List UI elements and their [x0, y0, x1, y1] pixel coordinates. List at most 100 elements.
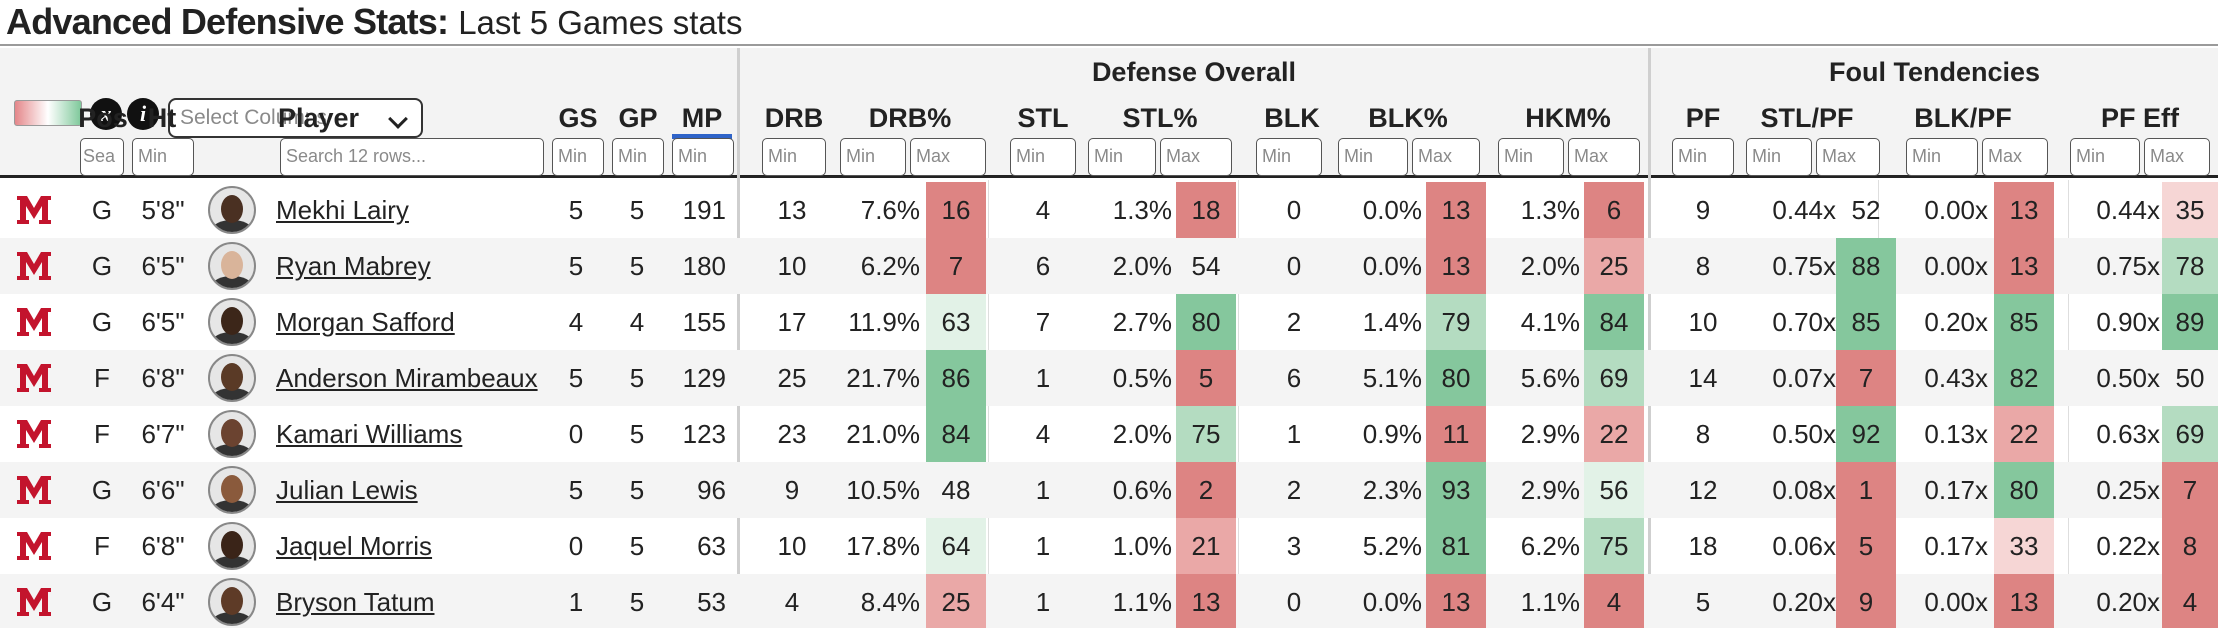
player-name-link[interactable]: Ryan Mabrey [276, 251, 431, 281]
cell-hkm-rank: 56 [1584, 462, 1644, 518]
col-blk[interactable]: BLK [1264, 103, 1320, 133]
col-player[interactable]: Player [278, 103, 360, 133]
cell-blk: 6 [1286, 363, 1302, 393]
player-name-link[interactable]: Anderson Mirambeaux [276, 363, 538, 393]
blk-pf-min-input[interactable]: Min [1906, 138, 1978, 176]
drb-pct-min-input[interactable]: Min [840, 138, 906, 176]
pos-search-input[interactable]: Sea [80, 138, 124, 176]
player-name-link[interactable]: Jaquel Morris [276, 531, 433, 561]
avatar-shoulders [212, 276, 252, 288]
gs-min-input[interactable]: Min [552, 138, 604, 176]
cell-pf: 18 [1688, 531, 1718, 561]
cell-drb-rank: 25 [926, 574, 986, 628]
col-hkm-pct[interactable]: HKM% [1525, 103, 1611, 133]
stl-pct-max-input[interactable]: Max [1160, 138, 1232, 176]
ht-min-input[interactable]: Min [132, 138, 194, 176]
stl-pf-max-input[interactable]: Max [1816, 138, 1880, 176]
cell-gp: 5 [629, 475, 645, 505]
cell-blk-pf: 0.17x [1924, 475, 1988, 505]
cell-drb-pct: 6.2% [860, 251, 920, 281]
player-name-link[interactable]: Mekhi Lairy [276, 195, 409, 225]
col-blk-pct[interactable]: BLK% [1368, 103, 1448, 133]
cell-blk-pf: 0.20x [1924, 307, 1988, 337]
avatar-shoulders [212, 556, 252, 568]
stl-pf-min-input[interactable]: Min [1746, 138, 1812, 176]
gp-min-input[interactable]: Min [612, 138, 664, 176]
cell-stl: 1 [1035, 587, 1051, 617]
col-ht[interactable]: Ht [147, 103, 177, 133]
col-gs[interactable]: GS [558, 103, 598, 133]
cell-stl: 4 [1035, 419, 1051, 449]
drb-min-input[interactable]: Min [762, 138, 826, 176]
blk-min-input[interactable]: Min [1256, 138, 1322, 176]
col-pf[interactable]: PF [1685, 103, 1721, 133]
hkm-pct-max-input[interactable]: Max [1568, 138, 1640, 176]
col-stl-pct[interactable]: STL% [1122, 103, 1198, 133]
player-name-link[interactable]: Julian Lewis [276, 475, 418, 505]
cell-pos: F [94, 419, 110, 449]
cell-gs: 4 [568, 307, 584, 337]
cell-drb: 17 [777, 307, 807, 337]
player-search-input[interactable]: Search 12 rows... [280, 138, 544, 176]
col-pos[interactable]: Pos [78, 103, 128, 133]
cell-pf-eff-rank: 4 [2162, 574, 2218, 628]
drb-pct-max-input[interactable]: Max [910, 138, 986, 176]
cell-pf-eff: 0.50x [2096, 363, 2160, 393]
color-gradient-legend-icon[interactable] [14, 100, 82, 126]
cell-ht: 6'4" [141, 587, 185, 617]
cell-pf: 14 [1688, 363, 1718, 393]
col-blk-pf[interactable]: BLK/PF [1914, 103, 2012, 133]
hkm-pct-min-input[interactable]: Min [1498, 138, 1564, 176]
blk-pct-min-input[interactable]: Min [1338, 138, 1408, 176]
pf-min-input[interactable]: Min [1672, 138, 1734, 176]
cell-pf-eff: 0.25x [2096, 475, 2160, 505]
team-logo-icon [17, 364, 51, 392]
blk-pf-max-input[interactable]: Max [1982, 138, 2048, 176]
pf-eff-max-input[interactable]: Max [2144, 138, 2210, 176]
cell-drb-rank: 84 [926, 406, 986, 462]
avatar [208, 298, 256, 346]
info-icon[interactable]: i [127, 98, 159, 130]
cell-pos: G [91, 251, 113, 281]
pf-eff-min-input[interactable]: Min [2070, 138, 2140, 176]
stl-min-input[interactable]: Min [1010, 138, 1076, 176]
cell-hkm-pct: 2.9% [1520, 475, 1580, 505]
stl-pct-min-input[interactable]: Min [1088, 138, 1156, 176]
cell-blk-pf: 0.43x [1924, 363, 1988, 393]
cell-blk-pf-rank: 22 [1994, 406, 2054, 462]
cell-stl: 1 [1035, 475, 1051, 505]
cell-drb: 25 [777, 363, 807, 393]
cell-mp: 63 [697, 531, 726, 561]
cell-mp: 53 [697, 587, 726, 617]
col-drb-pct[interactable]: DRB% [868, 103, 952, 133]
team-logo-icon [17, 532, 51, 560]
cell-pos: G [91, 195, 113, 225]
cell-pos: G [91, 307, 113, 337]
col-mp[interactable]: MP [681, 103, 723, 133]
select-columns-dropdown[interactable]: Select Columns [168, 98, 423, 138]
x-icon[interactable]: x [90, 98, 122, 130]
cell-drb-pct: 21.0% [846, 419, 920, 449]
player-name-link[interactable]: Kamari Williams [276, 419, 463, 449]
cell-pf-eff: 0.63x [2096, 419, 2160, 449]
team-logo-icon [17, 196, 51, 224]
cell-stl-rank: 80 [1176, 294, 1236, 350]
player-name-link[interactable]: Morgan Safford [276, 307, 455, 337]
player-name-link[interactable]: Bryson Tatum [276, 587, 435, 617]
mp-min-input[interactable]: Min [672, 138, 734, 176]
col-gp[interactable]: GP [618, 103, 658, 133]
avatar-head [221, 251, 243, 279]
col-stl[interactable]: STL [1017, 103, 1069, 133]
cell-blk-rank: 11 [1426, 406, 1486, 462]
col-stl-pf[interactable]: STL/PF [1760, 103, 1854, 133]
cell-pf: 8 [1695, 251, 1711, 281]
blk-pct-max-input[interactable]: Max [1412, 138, 1480, 176]
cell-gp: 5 [629, 363, 645, 393]
cell-ht: 6'5" [141, 307, 185, 337]
cell-ht: 6'8" [141, 531, 185, 561]
col-pf-eff[interactable]: PF Eff [2101, 103, 2179, 133]
cell-gp: 5 [629, 531, 645, 561]
cell-hkm-rank: 69 [1584, 350, 1644, 406]
cell-pf-eff: 0.44x [2096, 195, 2160, 225]
col-drb[interactable]: DRB [764, 103, 824, 133]
